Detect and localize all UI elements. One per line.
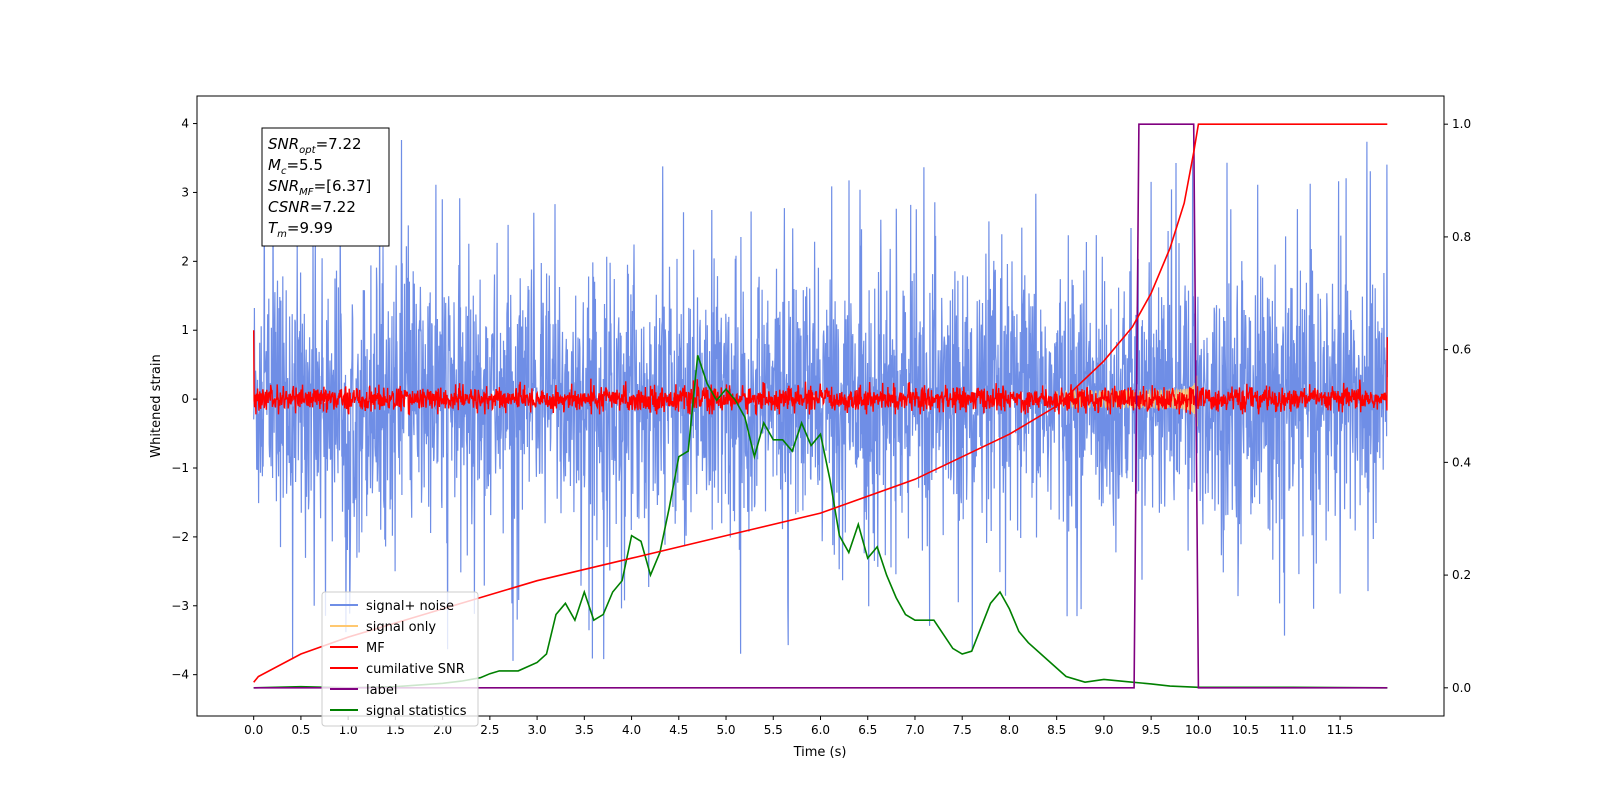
legend-label: label xyxy=(366,683,397,698)
series-label xyxy=(253,123,1388,689)
x-tick-label: 3.5 xyxy=(575,723,594,737)
x-tick-label: 11.5 xyxy=(1327,723,1354,737)
y-axis-label: Whitened strain xyxy=(149,354,164,457)
y-right-tick-label: 0.8 xyxy=(1452,230,1471,244)
y-left-tick-label: 3 xyxy=(181,185,189,199)
y-left-tick-label: 0 xyxy=(181,392,189,406)
x-tick-label: 5.5 xyxy=(764,723,783,737)
y-right-tick-label: 1.0 xyxy=(1452,117,1471,131)
series-signal-noise xyxy=(253,139,1388,661)
y-axis-left: −4 −3 −2 −1 0 1 2 3 4 xyxy=(171,117,197,682)
y-left-tick-label: 2 xyxy=(181,254,189,268)
y-left-tick-label: 4 xyxy=(181,117,189,131)
y-left-tick-label: 1 xyxy=(181,323,189,337)
legend-label: MF xyxy=(366,641,385,656)
annotation-line: Tm=9.99 xyxy=(268,219,333,240)
y-right-tick-label: 0.0 xyxy=(1452,681,1471,695)
x-tick-label: 7.5 xyxy=(953,723,972,737)
series-signal-statistics xyxy=(253,355,1388,689)
x-tick-label: 11.0 xyxy=(1279,723,1306,737)
x-tick-label: 6.5 xyxy=(858,723,877,737)
x-tick-label: 10.0 xyxy=(1185,723,1212,737)
legend-frame xyxy=(321,591,479,727)
annotation-line: CSNR=7.22 xyxy=(268,198,356,216)
x-tick-label: 9.5 xyxy=(1142,723,1161,737)
y-left-tick-label: −2 xyxy=(171,530,189,544)
annotation-line: Mc=5.5 xyxy=(268,156,323,177)
x-tick-label: 4.5 xyxy=(669,723,688,737)
legend-label: signal only xyxy=(366,620,436,635)
x-axis-label: Time (s) xyxy=(793,745,847,760)
annotation-line: SNRopt=7.22 xyxy=(268,135,362,156)
x-tick-label: 0.5 xyxy=(291,723,310,737)
x-tick-label: 4.0 xyxy=(622,723,641,737)
annotation-line: SNRMF=[6.37] xyxy=(268,177,371,198)
x-axis: 0.0 0.5 1.0 1.5 2.0 2.5 3.0 3.5 4.0 4.5 5.0 5.5 6.0 6… xyxy=(244,716,1353,737)
x-tick-label: 7.0 xyxy=(905,723,924,737)
legend-label: cumilative SNR xyxy=(366,662,465,677)
x-tick-label: 8.5 xyxy=(1047,723,1066,737)
x-tick-label: 5.0 xyxy=(716,723,735,737)
y-right-tick-label: 0.6 xyxy=(1452,343,1471,357)
y-left-tick-label: −1 xyxy=(171,461,189,475)
series-signal-only xyxy=(1056,375,1198,427)
legend-label: signal+ noise xyxy=(366,599,454,614)
x-tick-label: 6.0 xyxy=(811,723,830,737)
x-tick-label: 3.0 xyxy=(528,723,547,737)
y-left-tick-label: −3 xyxy=(171,599,189,613)
y-right-tick-label: 0.4 xyxy=(1452,455,1471,469)
x-tick-label: 0.0 xyxy=(244,723,263,737)
x-tick-label: 2.5 xyxy=(480,723,499,737)
legend: signal+ noise signal only MF cumilative SNR… xyxy=(321,591,479,727)
y-right-tick-label: 0.2 xyxy=(1452,568,1471,582)
annotation-frame xyxy=(261,127,390,247)
x-tick-label: 10.5 xyxy=(1232,723,1259,737)
series-mf xyxy=(253,330,1388,417)
legend-label: signal statistics xyxy=(366,704,467,719)
y-left-tick-label: −4 xyxy=(171,668,189,682)
x-tick-label: 9.0 xyxy=(1094,723,1113,737)
y-axis-right: 0.0 0.2 0.4 0.6 0.8 1.0 xyxy=(1444,117,1471,695)
x-tick-label: 8.0 xyxy=(1000,723,1019,737)
